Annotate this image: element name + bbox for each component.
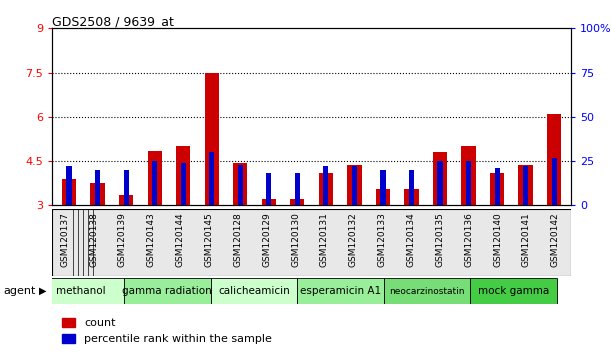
Bar: [290, 199, 304, 205]
Text: GSM120141: GSM120141: [522, 212, 531, 267]
Text: GSM120129: GSM120129: [262, 212, 271, 267]
Text: GSM120130: GSM120130: [291, 212, 300, 267]
Bar: [319, 173, 333, 205]
FancyBboxPatch shape: [37, 278, 124, 304]
FancyBboxPatch shape: [470, 278, 557, 304]
Bar: [437, 161, 442, 205]
Bar: [466, 161, 471, 205]
Text: calicheamicin: calicheamicin: [218, 286, 290, 296]
Bar: [376, 189, 390, 205]
Text: GSM120138: GSM120138: [89, 212, 98, 267]
Bar: [123, 170, 129, 205]
Text: GDS2508 / 9639_at: GDS2508 / 9639_at: [52, 15, 174, 28]
Bar: [67, 166, 71, 205]
Bar: [266, 173, 271, 205]
Bar: [352, 166, 357, 205]
Bar: [433, 152, 447, 205]
Text: agent: agent: [3, 286, 35, 296]
Legend: count, percentile rank within the sample: count, percentile rank within the sample: [57, 314, 276, 349]
Bar: [95, 170, 100, 205]
Bar: [494, 168, 500, 205]
Text: esperamicin A1: esperamicin A1: [300, 286, 381, 296]
FancyBboxPatch shape: [211, 278, 297, 304]
Bar: [404, 189, 419, 205]
Bar: [176, 146, 191, 205]
Bar: [347, 166, 362, 205]
Text: mock gamma: mock gamma: [478, 286, 549, 296]
Bar: [523, 166, 528, 205]
FancyBboxPatch shape: [384, 278, 470, 304]
FancyBboxPatch shape: [124, 278, 211, 304]
Bar: [147, 151, 162, 205]
Bar: [461, 146, 476, 205]
Text: GSM120136: GSM120136: [464, 212, 473, 267]
Bar: [490, 173, 504, 205]
Bar: [119, 195, 133, 205]
Bar: [62, 179, 76, 205]
Text: GSM120134: GSM120134: [406, 212, 415, 267]
Bar: [238, 165, 243, 205]
Bar: [381, 170, 386, 205]
Text: GSM120135: GSM120135: [435, 212, 444, 267]
Bar: [233, 162, 247, 205]
Text: GSM120128: GSM120128: [233, 212, 243, 267]
Text: GSM120132: GSM120132: [349, 212, 358, 267]
Text: methanol: methanol: [56, 286, 106, 296]
Bar: [552, 158, 557, 205]
Text: GSM120140: GSM120140: [493, 212, 502, 267]
Text: neocarzinostatin: neocarzinostatin: [389, 287, 465, 296]
Text: GSM120143: GSM120143: [147, 212, 156, 267]
Text: GSM120142: GSM120142: [551, 212, 560, 267]
Text: GSM120133: GSM120133: [378, 212, 387, 267]
Text: GSM120139: GSM120139: [118, 212, 127, 267]
Bar: [209, 152, 214, 205]
Bar: [295, 173, 300, 205]
Bar: [205, 73, 219, 205]
Bar: [181, 163, 186, 205]
Bar: [519, 166, 533, 205]
Bar: [409, 170, 414, 205]
Bar: [323, 166, 329, 205]
Bar: [262, 199, 276, 205]
Text: GSM120144: GSM120144: [175, 212, 185, 267]
Text: gamma radiation: gamma radiation: [122, 286, 212, 296]
Text: GSM120137: GSM120137: [60, 212, 69, 267]
Text: GSM120145: GSM120145: [205, 212, 213, 267]
Bar: [90, 183, 104, 205]
Text: ▶: ▶: [38, 286, 46, 296]
Bar: [547, 114, 562, 205]
FancyBboxPatch shape: [297, 278, 384, 304]
Bar: [152, 161, 157, 205]
Text: GSM120131: GSM120131: [320, 212, 329, 267]
FancyBboxPatch shape: [52, 209, 571, 276]
